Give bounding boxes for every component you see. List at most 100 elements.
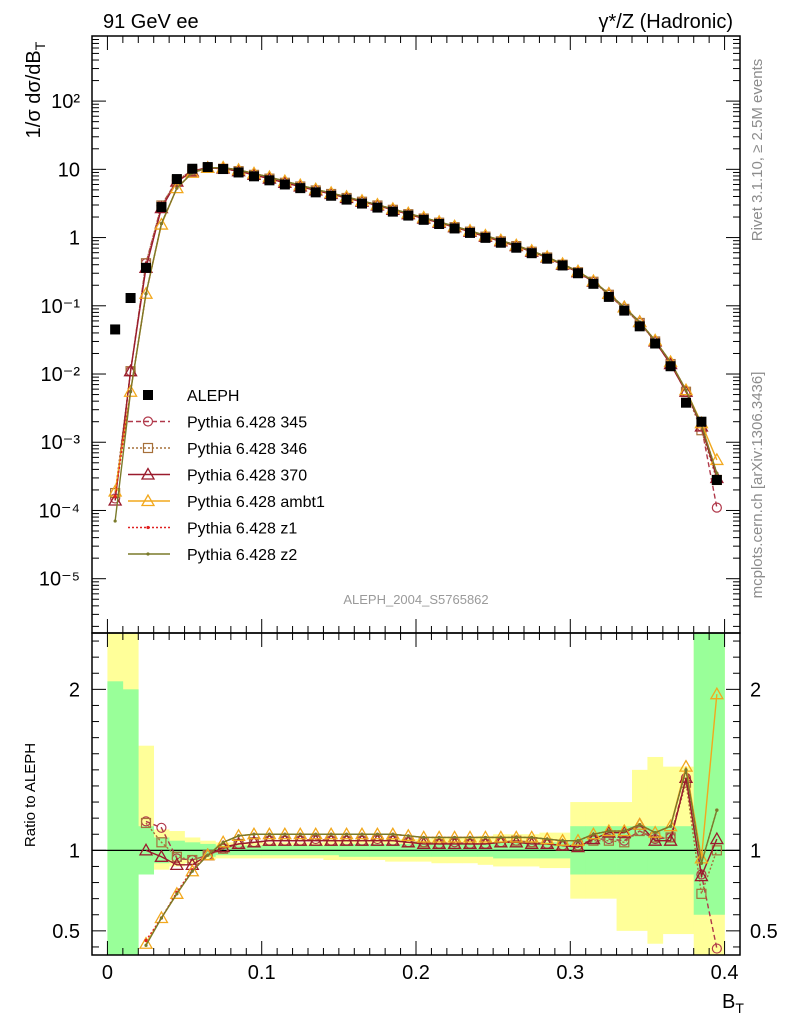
main-point-ambt1: [154, 217, 169, 230]
main-point-z2: [128, 390, 133, 394]
data-point-aleph: [326, 190, 337, 201]
ratio-point-p346: [665, 832, 676, 843]
band-inner-bin: [122, 689, 139, 955]
ratio-point-z2: [514, 835, 518, 840]
ratio-point-z2: [283, 832, 287, 836]
ratio-point-p370: [370, 833, 385, 846]
ratio-point-z2: [144, 943, 148, 947]
ratio-point-p346: [696, 888, 707, 899]
data-point-aleph: [387, 206, 398, 217]
data-point-aleph: [233, 167, 244, 178]
ratio-point-p370: [416, 836, 431, 850]
band-inner-bin: [709, 633, 725, 915]
ratio-point-ambt1: [601, 823, 616, 837]
data-point-aleph: [295, 183, 306, 194]
data-point-aleph: [434, 219, 445, 230]
ratio-point-ambt1: [478, 830, 493, 843]
ratio-point-z2: [684, 768, 688, 772]
ratio-point-ambt1: [262, 826, 277, 840]
main-point-z2: [175, 186, 179, 190]
legend-label-p345: Pythia 6.428 345: [187, 415, 307, 432]
data-point-aleph: [665, 361, 676, 372]
data-point-aleph: [372, 202, 383, 213]
ratio-point-p370: [617, 825, 632, 838]
data-point-aleph: [542, 253, 553, 264]
ratio-point-z2: [422, 835, 426, 840]
ratio-point-z2: [298, 832, 302, 836]
data-point-aleph: [341, 194, 352, 205]
ratio-point-z2: [391, 832, 395, 836]
data-point-aleph: [171, 174, 182, 185]
ratio-point-ambt1: [169, 886, 184, 899]
ratio-point-ambt1: [493, 830, 508, 843]
ratio-point-p370: [293, 833, 308, 846]
legend-label-p346: Pythia 6.428 346: [187, 441, 307, 458]
legend-label-z1: Pythia 6.428 z1: [187, 521, 297, 538]
ratio-point-z2: [452, 835, 457, 840]
main-point-z2: [159, 222, 164, 226]
ratio-point-p370: [648, 833, 663, 846]
ratio-point-z2: [622, 829, 626, 833]
ratio-point-z2: [375, 832, 380, 836]
ratio-point-z2: [236, 834, 241, 838]
ratio-point-z2: [221, 840, 225, 844]
data-point-aleph: [603, 291, 614, 302]
ratio-point-z2: [267, 832, 272, 836]
main-point-ambt1: [709, 452, 724, 466]
ratio-point-z2: [206, 853, 210, 857]
ratio-ytick-label: 2: [69, 679, 80, 701]
data-point-aleph: [634, 321, 645, 332]
ratio-point-p370: [462, 836, 478, 850]
ratio-point-p370: [231, 836, 246, 850]
ratio-xtick-label: 0.2: [402, 962, 430, 984]
ratio-point-z2: [607, 829, 611, 833]
ratio-point-z2: [560, 839, 565, 843]
ratio-point-p346: [140, 817, 152, 829]
main-point-z2: [715, 471, 719, 475]
data-point-aleph: [588, 278, 599, 289]
ratio-ytick-label-right: 1: [750, 840, 761, 862]
main-series: [108, 160, 724, 523]
ratio-point-ambt1: [385, 826, 400, 840]
header-left: 91 GeV ee: [103, 11, 199, 33]
ratio-point-p370: [432, 836, 447, 850]
ratio-point-z2: [468, 835, 472, 840]
data-point-aleph: [156, 202, 167, 213]
main-ytick-label: 10⁻¹: [41, 296, 81, 318]
data-point-aleph: [310, 187, 321, 198]
main-ytick-label: 10⁻³: [41, 432, 81, 454]
ratio-ytick-label-right: 0.5: [750, 921, 778, 943]
ratio-point-p370: [308, 833, 323, 846]
ratio-point-z2: [314, 832, 318, 836]
data-point-aleph: [279, 179, 290, 190]
data-point-aleph: [202, 162, 213, 173]
ratio-point-z2: [530, 835, 534, 840]
ratio-point-z2: [252, 832, 256, 836]
legend: ALEPH Pythia 6.428 345 Pythia 6.428 346 Pyt…: [128, 388, 325, 564]
data-point-aleph: [495, 237, 506, 248]
ratio-point-z2: [406, 834, 410, 838]
legend-marker-ambt1: [140, 493, 156, 507]
data-point-aleph: [573, 268, 583, 279]
data-point-aleph: [681, 397, 691, 408]
data-point-aleph: [449, 223, 460, 234]
data-point-aleph: [187, 163, 198, 174]
data-point-aleph: [357, 198, 367, 209]
ratio-point-ambt1: [293, 826, 308, 840]
main-frame: [91, 35, 741, 634]
data-point-aleph: [480, 232, 491, 243]
ratio-point-p370: [154, 849, 169, 862]
ratio-series: [138, 686, 724, 954]
main-point-ambt1: [678, 382, 694, 396]
legend-marker-aleph: [143, 390, 153, 400]
ratio-point-p370: [138, 843, 154, 856]
ratio-point-p346: [156, 837, 167, 848]
ratio-point-ambt1: [324, 826, 339, 840]
data-point-aleph: [511, 242, 522, 253]
main-ytick-label: 10²: [51, 91, 80, 113]
ratio-point-z2: [499, 835, 503, 840]
ratio-ytick-label: 0.5: [52, 921, 80, 943]
main-ytick-label: 10⁻⁴: [39, 500, 80, 522]
legend-marker-z1: [146, 525, 150, 530]
